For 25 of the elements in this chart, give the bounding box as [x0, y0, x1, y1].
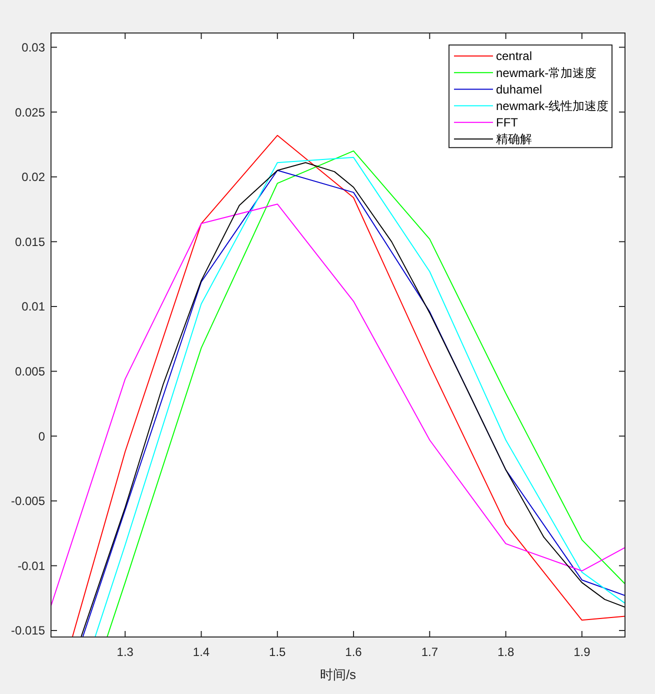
legend-label: newmark-线性加速度	[496, 99, 609, 113]
legend-label: central	[496, 49, 532, 64]
y-tick-label: 0.025	[14, 105, 46, 120]
legend-label: 精确解	[496, 132, 532, 146]
y-tick-label: 0.015	[14, 234, 46, 249]
y-tick-label: 0.02	[22, 170, 46, 184]
line-series	[51, 204, 625, 606]
x-tick-label: 1.4	[192, 645, 210, 659]
x-tick-label: 1.5	[269, 645, 286, 659]
y-tick-label: -0.005	[10, 494, 46, 508]
y-tick-label: 0.005	[14, 364, 46, 378]
x-tick-label: 1.7	[421, 645, 438, 659]
x-tick-label: 1.3	[116, 645, 134, 659]
legend-label: duhamel	[496, 82, 542, 96]
x-tick-label: 1.8	[497, 645, 514, 659]
legend-label: newmark-常加速度	[496, 66, 597, 80]
x-axis-title: 时间/s	[320, 667, 357, 682]
y-tick-label: 0.03	[22, 40, 46, 54]
y-tick-label: -0.015	[10, 624, 46, 638]
y-tick-label: 0	[38, 429, 46, 444]
legend-label: FFT	[496, 116, 519, 130]
x-tick-label: 1.9	[574, 645, 591, 659]
x-tick-label: 1.6	[345, 645, 362, 659]
y-tick-label: 0.01	[22, 300, 46, 314]
y-tick-label: -0.01	[18, 558, 46, 573]
